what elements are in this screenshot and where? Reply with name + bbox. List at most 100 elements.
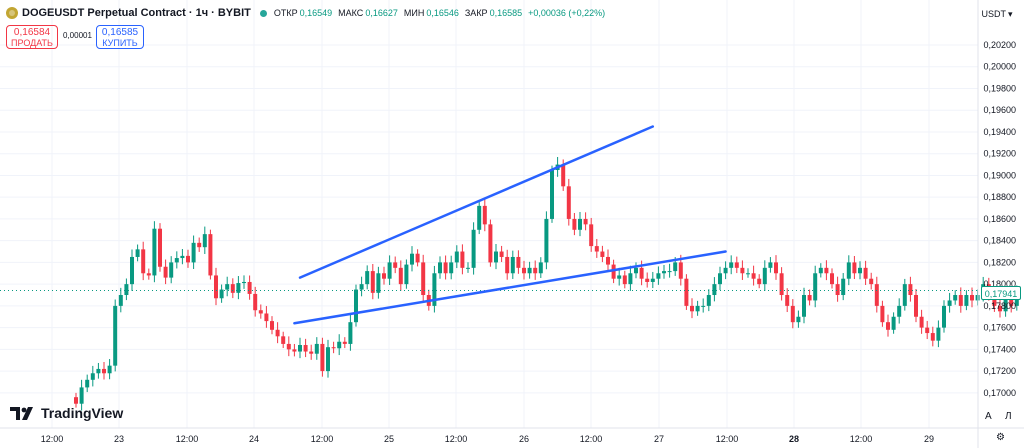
candle: [998, 298, 1002, 318]
candle-body: [544, 218, 549, 263]
candle: [337, 334, 342, 356]
candle: [219, 284, 224, 303]
ohlc-key: МИН: [403, 8, 425, 18]
candle: [387, 255, 392, 286]
candle: [102, 361, 106, 380]
candle: [785, 288, 790, 313]
candle: [600, 245, 605, 263]
candle-body: [594, 246, 599, 252]
candle-body: [342, 341, 347, 344]
candle-body: [919, 316, 924, 328]
candle-body: [214, 275, 218, 299]
candle: [622, 270, 627, 289]
time-tick-label: 12:00: [311, 434, 334, 444]
candle: [729, 255, 734, 275]
candle: [236, 276, 241, 300]
auto-scale-button[interactable]: A: [985, 411, 992, 422]
candle-body: [471, 229, 476, 268]
candle-body: [611, 264, 616, 279]
candle-body: [146, 273, 151, 276]
candle-body: [219, 289, 224, 299]
candle-body: [869, 278, 874, 285]
candle: [958, 287, 963, 313]
candle-body: [678, 262, 683, 279]
candle: [695, 300, 700, 316]
price-tick-label: 0,19400: [983, 127, 1016, 137]
candle-body: [303, 345, 308, 352]
buy-price: 0,16585: [101, 27, 139, 38]
candle: [499, 245, 504, 263]
candle-body: [835, 284, 840, 296]
candle-body: [326, 347, 330, 372]
price-axis[interactable]: 0,20200 0,20000 0,19800 0,19600 0,19400 0,192…: [977, 0, 1016, 448]
trendline[interactable]: [293, 250, 727, 325]
candle: [96, 362, 101, 379]
candle-body: [505, 256, 510, 274]
candle: [393, 256, 398, 274]
candle: [942, 300, 946, 333]
candle-body: [589, 224, 594, 247]
candle-body: [258, 310, 263, 314]
candle: [449, 255, 454, 280]
candle-body: [796, 316, 801, 323]
candle: [712, 277, 717, 302]
candle-body: [578, 218, 582, 230]
candle-body: [852, 262, 857, 274]
candle-body: [634, 267, 638, 274]
candle-body: [135, 249, 140, 257]
candle-body: [275, 329, 280, 337]
settings-gear-icon[interactable]: ⚙: [996, 432, 1005, 443]
candle: [874, 276, 879, 313]
candle-body: [264, 313, 269, 322]
buy-button[interactable]: 0,16585 КУПИТЬ: [96, 25, 144, 49]
log-scale-button[interactable]: Л: [1005, 411, 1012, 422]
time-axis[interactable]: 12:00 23 12:00 24 12:00 25 12:00 26 12:00 27 12:00…: [0, 427, 1024, 444]
candle-body: [734, 262, 739, 268]
candle: [438, 256, 442, 279]
candle-body: [947, 300, 952, 306]
candle: [841, 273, 846, 301]
price-tick-label: 0,17200: [983, 366, 1016, 376]
candle-body: [410, 253, 414, 265]
candle: [858, 261, 862, 280]
candle: [863, 260, 868, 285]
price-tick-label: 0,19000: [983, 170, 1016, 180]
price-tick-label: 0,18600: [983, 214, 1016, 224]
ohlc-key: ЗАКР: [464, 8, 488, 18]
price-tick-label: 0,20200: [983, 40, 1016, 50]
candle-body: [841, 278, 846, 296]
candle-body: [510, 256, 515, 274]
sell-button[interactable]: 0,16584 ПРОДАТЬ: [6, 25, 58, 49]
tradingview-logo[interactable]: TradingView: [10, 405, 123, 421]
candle-body: [701, 305, 706, 307]
candle: [118, 287, 123, 313]
trendlines[interactable]: [293, 125, 727, 325]
candle-body: [488, 224, 493, 263]
market-status-icon: [259, 9, 267, 17]
candle-body: [695, 305, 700, 312]
symbol-title[interactable]: DOGEUSDT Perpetual Contract · 1ч · BYBIT: [22, 7, 251, 19]
candle-body: [494, 251, 498, 263]
candle: [578, 211, 582, 237]
candle-body: [802, 295, 806, 317]
candle: [723, 261, 728, 280]
candle-body: [673, 262, 678, 272]
candle: [774, 255, 778, 280]
candle-body: [236, 283, 241, 293]
trendline[interactable]: [298, 125, 655, 279]
candle: [242, 275, 246, 289]
currency-selector[interactable]: USDT ▾: [980, 7, 1014, 21]
candle-body: [522, 267, 526, 274]
candle-body: [180, 255, 185, 259]
candle: [662, 264, 666, 279]
candle: [225, 276, 230, 297]
candle: [208, 229, 213, 280]
candle-body: [662, 271, 666, 274]
candle: [807, 289, 812, 306]
candle-body: [113, 305, 118, 366]
candle: [790, 299, 795, 329]
candle: [667, 263, 672, 278]
candle-body: [566, 186, 571, 219]
candle-body: [331, 347, 336, 349]
